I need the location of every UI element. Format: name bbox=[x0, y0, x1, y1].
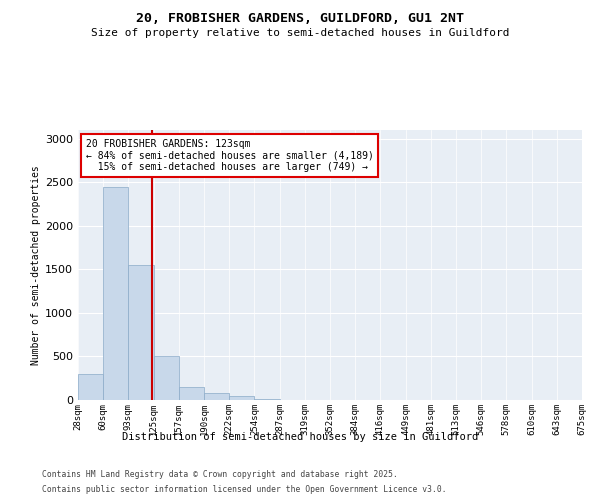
Text: Contains public sector information licensed under the Open Government Licence v3: Contains public sector information licen… bbox=[42, 485, 446, 494]
Bar bbox=[254, 399, 280, 400]
Text: 20 FROBISHER GARDENS: 123sqm
← 84% of semi-detached houses are smaller (4,189)
 : 20 FROBISHER GARDENS: 123sqm ← 84% of se… bbox=[86, 138, 373, 172]
Text: Size of property relative to semi-detached houses in Guildford: Size of property relative to semi-detach… bbox=[91, 28, 509, 38]
Bar bbox=[204, 394, 229, 400]
Text: Distribution of semi-detached houses by size in Guildford: Distribution of semi-detached houses by … bbox=[122, 432, 478, 442]
Text: 20, FROBISHER GARDENS, GUILDFORD, GU1 2NT: 20, FROBISHER GARDENS, GUILDFORD, GU1 2N… bbox=[136, 12, 464, 26]
Bar bbox=[229, 396, 254, 400]
Y-axis label: Number of semi-detached properties: Number of semi-detached properties bbox=[31, 165, 41, 365]
Bar bbox=[179, 387, 204, 400]
Text: Contains HM Land Registry data © Crown copyright and database right 2025.: Contains HM Land Registry data © Crown c… bbox=[42, 470, 398, 479]
Bar bbox=[128, 265, 154, 400]
Bar bbox=[154, 356, 179, 400]
Bar bbox=[103, 186, 128, 400]
Bar bbox=[78, 374, 103, 400]
